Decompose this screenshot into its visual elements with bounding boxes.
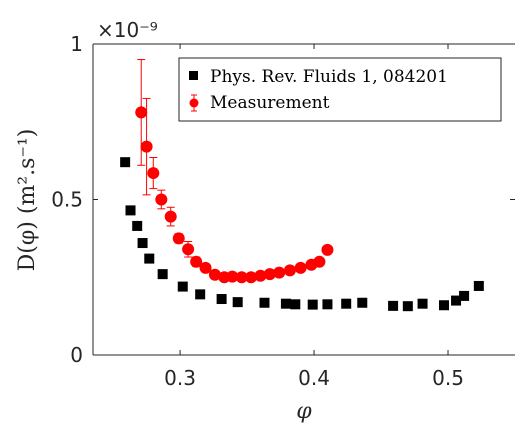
data-point-square — [178, 282, 188, 292]
data-point-circle — [135, 106, 147, 118]
data-point-circle — [147, 167, 159, 179]
data-point-circle — [165, 211, 177, 223]
y-tick-label: 0.5 — [51, 188, 83, 212]
data-point-circle — [173, 232, 185, 244]
data-point-circle — [273, 267, 285, 279]
x-tick-label: 0.3 — [164, 366, 196, 390]
data-point-circle — [295, 262, 307, 274]
data-point-square — [341, 299, 351, 309]
data-point-square — [474, 281, 484, 291]
data-point-square — [357, 298, 367, 308]
data-point-square — [308, 300, 318, 310]
data-point-square — [195, 289, 205, 299]
data-point-square — [126, 205, 136, 215]
data-point-circle — [141, 141, 153, 153]
y-axis-label: D(φ) (m².s⁻¹) — [15, 129, 40, 272]
x-tick-label: 0.5 — [432, 366, 464, 390]
data-point-square — [281, 299, 291, 309]
y-tick-label: 1 — [70, 32, 83, 56]
legend-marker-square — [189, 71, 198, 80]
data-point-square — [158, 269, 168, 279]
data-point-circle — [182, 243, 194, 255]
data-point-circle — [155, 194, 167, 206]
data-point-square — [322, 299, 332, 309]
data-point-square — [259, 298, 269, 308]
data-point-circle — [321, 244, 333, 256]
data-point-square — [290, 299, 300, 309]
data-point-square — [403, 301, 413, 311]
x-axis-label: φ — [296, 399, 312, 424]
x-tick-label: 0.4 — [298, 366, 330, 390]
data-point-square — [418, 299, 428, 309]
data-point-square — [138, 238, 148, 248]
legend-marker-circle — [190, 99, 199, 108]
data-point-square — [120, 157, 130, 167]
legend-entry-series-1: Phys. Rev. Fluids 1, 084201 — [210, 67, 448, 87]
y-tick-label: 0 — [70, 343, 83, 367]
data-point-square — [132, 221, 142, 231]
legend: Phys. Rev. Fluids 1, 084201 Measurement — [179, 58, 501, 121]
data-point-square — [217, 294, 227, 304]
data-point-square — [233, 297, 243, 307]
data-point-square — [388, 301, 398, 311]
data-point-square — [439, 300, 449, 310]
data-point-circle — [284, 264, 296, 276]
legend-entry-series-2: Measurement — [210, 93, 330, 113]
data-point-circle — [313, 256, 325, 268]
data-point-square — [459, 291, 469, 301]
y-multiplier-label: ×10⁻⁹ — [97, 18, 158, 42]
data-point-square — [144, 254, 154, 264]
